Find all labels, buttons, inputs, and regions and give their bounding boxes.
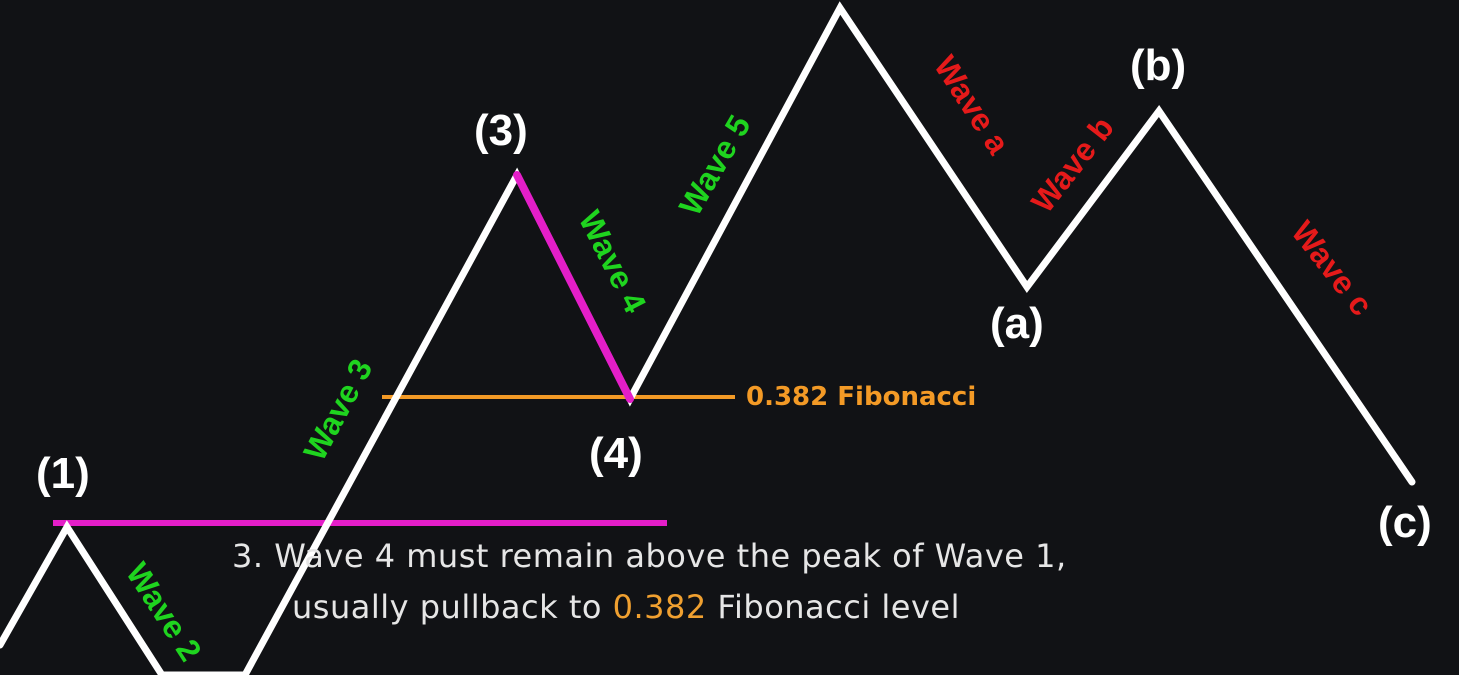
caption-line-2: usually pullback to 0.382 Fibonacci leve… (292, 588, 960, 626)
caption-fib-value: 0.382 (612, 588, 707, 626)
point-label-4: (4) (589, 429, 643, 478)
fibonacci-label: 0.382 Fibonacci (746, 382, 976, 412)
caption-line-1: 3. Wave 4 must remain above the peak of … (232, 537, 1067, 575)
point-label-3: (3) (474, 106, 528, 155)
wave-label-a: Wave a (927, 49, 1017, 160)
wave-label-c: Wave c (1284, 214, 1380, 322)
wave-label-5: Wave 5 (672, 109, 758, 221)
caption-text-2-suffix: Fibonacci level (706, 588, 960, 626)
caption-text-1: 3. Wave 4 must remain above the peak of … (232, 537, 1067, 575)
wave-label-2: Wave 2 (119, 556, 209, 667)
point-label-c: (c) (1378, 498, 1432, 547)
wave4-highlight-segment (513, 171, 634, 403)
point-label-1: (1) (36, 449, 90, 498)
wave-label-b: Wave b (1024, 110, 1121, 220)
point-label-b: (b) (1130, 41, 1186, 90)
point-label-a: (a) (990, 299, 1044, 348)
caption-text-2-prefix: usually pullback to (292, 588, 613, 626)
